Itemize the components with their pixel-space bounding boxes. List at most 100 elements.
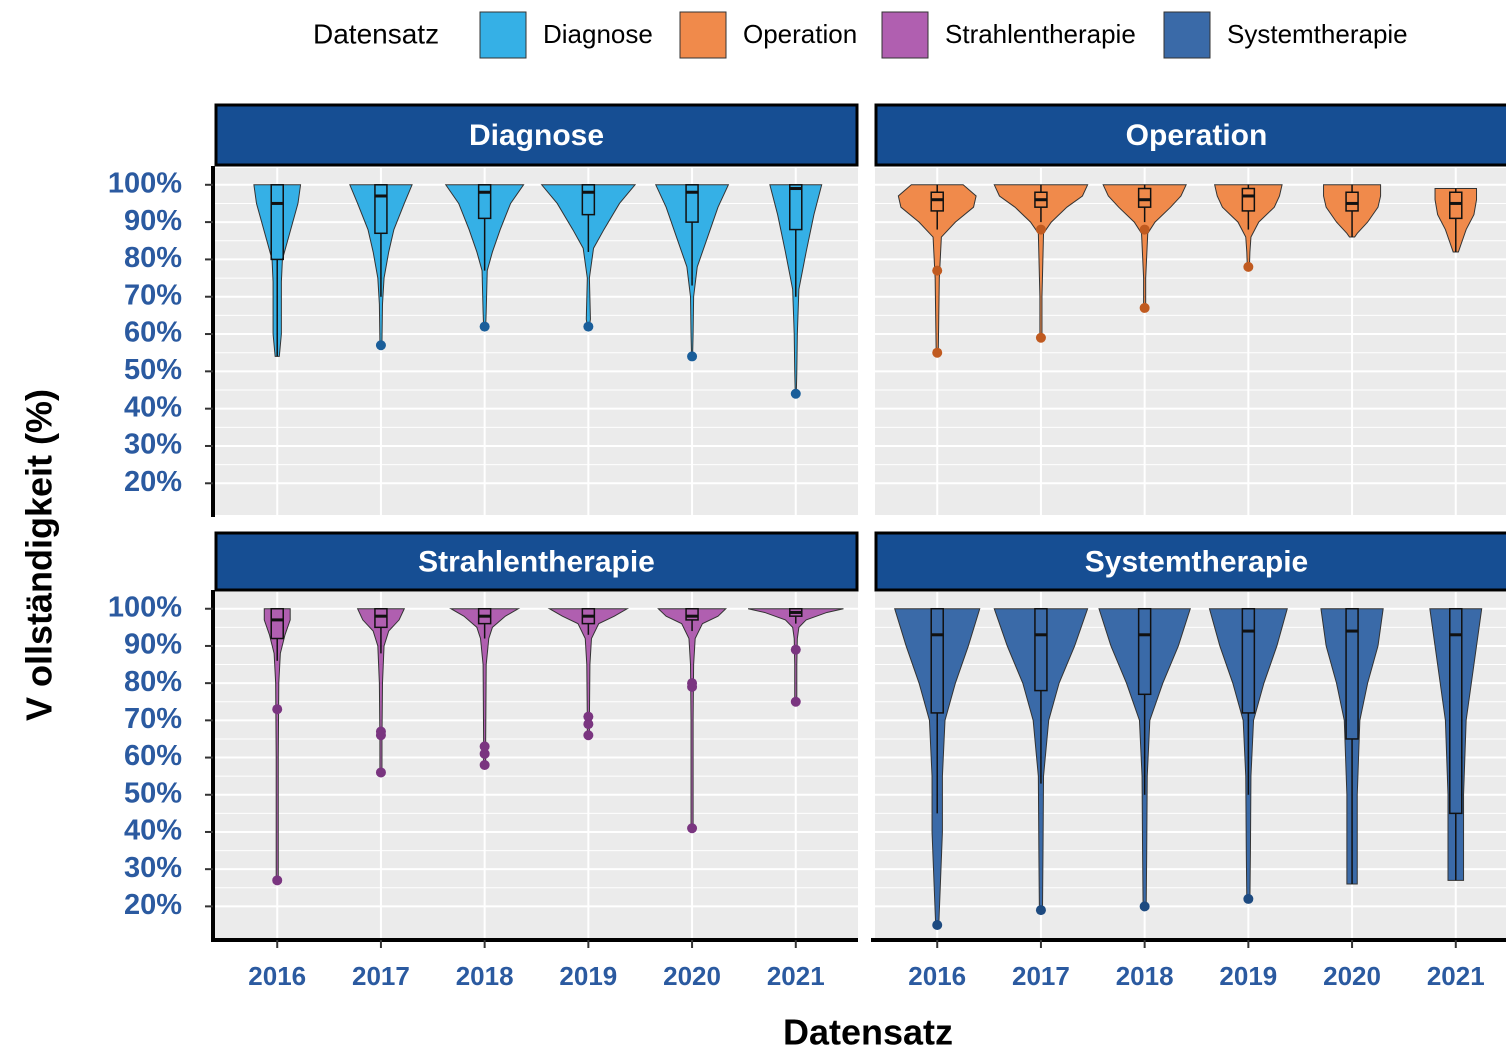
panel: [215, 168, 858, 515]
legend-label: Operation: [743, 19, 857, 49]
violin: [1429, 608, 1483, 881]
outlier: [1243, 893, 1254, 904]
strip-label: Operation: [1126, 119, 1268, 152]
panel: [875, 168, 1506, 515]
box: [685, 184, 699, 223]
strip: [214, 531, 859, 592]
box: [270, 607, 284, 640]
y-tick-label: 90%: [124, 205, 182, 237]
legend-key: [1163, 11, 1211, 59]
y-tick-label: 40%: [124, 815, 182, 847]
outlier: [932, 919, 943, 930]
outlier: [583, 321, 594, 332]
outlier: [583, 719, 594, 730]
y-axis-title: V ollständigkeit (%): [19, 389, 60, 721]
y-tick-label: 100%: [108, 591, 182, 623]
x-tick-label: 2019: [1219, 961, 1277, 991]
y-tick-label: 80%: [124, 666, 182, 698]
outlier: [1035, 332, 1046, 343]
x-tick-label: 2016: [908, 961, 966, 991]
box: [1345, 191, 1359, 212]
legend-key: [479, 11, 527, 59]
box: [789, 184, 803, 231]
outlier: [1035, 905, 1046, 916]
legend-label: Systemtherapie: [1227, 19, 1408, 49]
x-tick-label: 2020: [1323, 961, 1381, 991]
box: [685, 607, 699, 621]
outlier: [375, 730, 386, 741]
box: [1449, 191, 1463, 220]
strip: [874, 531, 1506, 592]
outlier: [272, 875, 283, 886]
x-tick-label: 2017: [352, 961, 410, 991]
panel: [875, 592, 1506, 938]
panel-background: [215, 168, 858, 515]
y-tick-label: 20%: [124, 466, 182, 498]
y-tick-label: 90%: [124, 629, 182, 661]
box: [1034, 607, 1048, 692]
outlier: [375, 767, 386, 778]
legend-label: Strahlentherapie: [945, 19, 1136, 49]
box: [1449, 607, 1463, 815]
outlier: [1139, 901, 1150, 912]
outlier: [583, 711, 594, 722]
y-tick-label: 50%: [124, 354, 182, 386]
x-tick-label: 2020: [663, 961, 721, 991]
outlier: [1139, 224, 1150, 235]
box: [270, 184, 284, 261]
strip: [874, 103, 1506, 167]
y-tick-label: 40%: [124, 391, 182, 423]
box: [477, 184, 492, 220]
strip-label: Diagnose: [469, 119, 604, 152]
box: [1241, 187, 1256, 212]
x-tick-label: 2018: [456, 961, 514, 991]
outlier: [687, 681, 698, 692]
outlier: [479, 760, 490, 770]
y-tick-label: 30%: [124, 852, 182, 884]
x-tick-label: 2018: [1116, 961, 1174, 991]
y-tick-label: 60%: [124, 317, 182, 349]
x-axis-title: Datensatz: [783, 1012, 953, 1053]
panel-background: [875, 592, 1506, 938]
outlier: [1035, 224, 1046, 235]
outlier: [790, 644, 801, 655]
outlier: [790, 696, 801, 707]
x-tick-label: 2021: [767, 961, 825, 991]
outlier: [583, 730, 594, 741]
y-tick-label: 30%: [124, 429, 182, 461]
strip: [214, 103, 859, 167]
panel: [215, 592, 858, 938]
legend-key: [881, 11, 929, 59]
outlier: [932, 347, 943, 358]
outlier: [687, 351, 698, 362]
y-tick-label: 70%: [124, 703, 182, 735]
x-tick-label: 2019: [559, 961, 617, 991]
y-tick-label: 20%: [124, 889, 182, 921]
panel-background: [875, 168, 1506, 515]
y-tick-label: 50%: [124, 777, 182, 809]
outlier: [375, 340, 386, 351]
legend-key: [679, 11, 727, 59]
x-tick-label: 2017: [1012, 961, 1070, 991]
box: [930, 607, 944, 714]
x-tick-label: 2021: [1427, 961, 1485, 991]
strip-label: Strahlentherapie: [418, 545, 655, 578]
box: [930, 191, 944, 212]
outlier: [479, 741, 490, 752]
box: [1241, 607, 1256, 714]
y-tick-label: 100%: [108, 167, 182, 199]
legend-label: Diagnose: [543, 19, 653, 49]
outlier: [790, 388, 801, 399]
box: [1345, 607, 1359, 740]
panel-background: [215, 592, 858, 938]
outlier: [1139, 302, 1150, 313]
y-tick-label: 80%: [124, 242, 182, 274]
outlier: [1243, 261, 1254, 272]
y-tick-label: 60%: [124, 740, 182, 772]
outlier: [479, 321, 490, 332]
box: [581, 184, 596, 216]
outlier: [272, 704, 283, 715]
x-tick-label: 2016: [248, 961, 306, 991]
box: [1137, 607, 1152, 696]
